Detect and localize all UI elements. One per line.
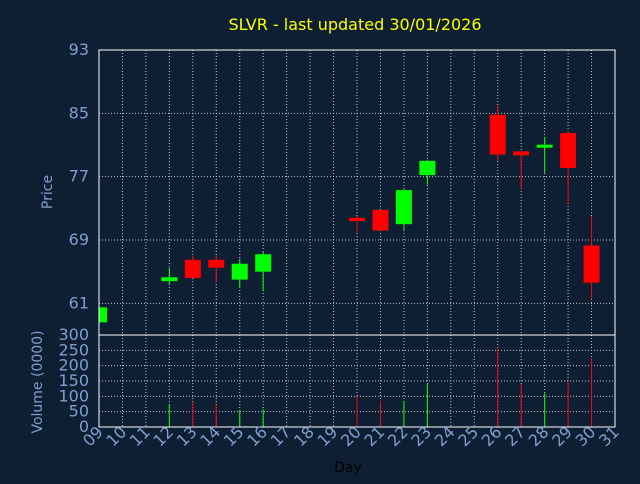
candle — [372, 209, 389, 231]
volume-tick-label: 0 — [79, 417, 89, 436]
candle-body — [349, 217, 365, 221]
candle — [536, 137, 553, 173]
candle-body — [255, 254, 272, 272]
volume-tick-label: 100 — [58, 386, 89, 405]
candle-body — [489, 114, 506, 155]
grid-layer — [99, 49, 615, 427]
candle-body — [372, 209, 389, 231]
candle — [161, 267, 178, 285]
candle-body — [419, 160, 436, 176]
candle — [489, 105, 506, 161]
price-tick-label: 77 — [69, 167, 89, 186]
candle — [560, 130, 577, 205]
marks-layer — [98, 105, 600, 427]
candle — [419, 160, 436, 185]
x-axis-label: Day — [334, 460, 362, 476]
price-axis-label: Price — [40, 175, 56, 209]
candle-body — [184, 259, 201, 278]
volume-tick-label: 300 — [58, 325, 89, 344]
chart-title: SLVR - last updated 30/01/2026 — [228, 15, 481, 34]
volume-tick-label: 250 — [58, 340, 89, 359]
volume-tick-label: 200 — [58, 356, 89, 375]
candle — [231, 259, 248, 288]
price-tick-label: 85 — [69, 103, 89, 122]
candle-body — [513, 151, 530, 156]
volume-tick-label: 150 — [58, 371, 89, 390]
candle-body — [536, 144, 553, 148]
candle — [184, 255, 201, 278]
volume-axis-label: Volume (0000) — [30, 330, 46, 433]
frame-layer — [98, 49, 616, 428]
price-tick-label: 61 — [69, 293, 89, 312]
candle — [98, 307, 107, 323]
volume-panel-frame — [98, 334, 616, 428]
candle-body — [560, 133, 577, 168]
volume-tick-label: 50 — [69, 402, 89, 421]
candle-body — [161, 277, 178, 282]
candle — [513, 151, 530, 190]
price-tick-label: 93 — [69, 40, 89, 59]
labels-layer: 9385776961300250200150100500091011121314… — [58, 40, 622, 450]
candle-body — [583, 245, 600, 283]
price-tick-label: 69 — [69, 230, 89, 249]
candle — [395, 188, 412, 230]
candle-body — [395, 190, 412, 225]
candle — [208, 255, 225, 282]
candle — [349, 216, 365, 233]
candle — [255, 251, 272, 292]
candle-body — [231, 263, 248, 280]
candle-body — [208, 259, 225, 268]
candle-body — [99, 307, 107, 323]
candle — [583, 216, 600, 300]
